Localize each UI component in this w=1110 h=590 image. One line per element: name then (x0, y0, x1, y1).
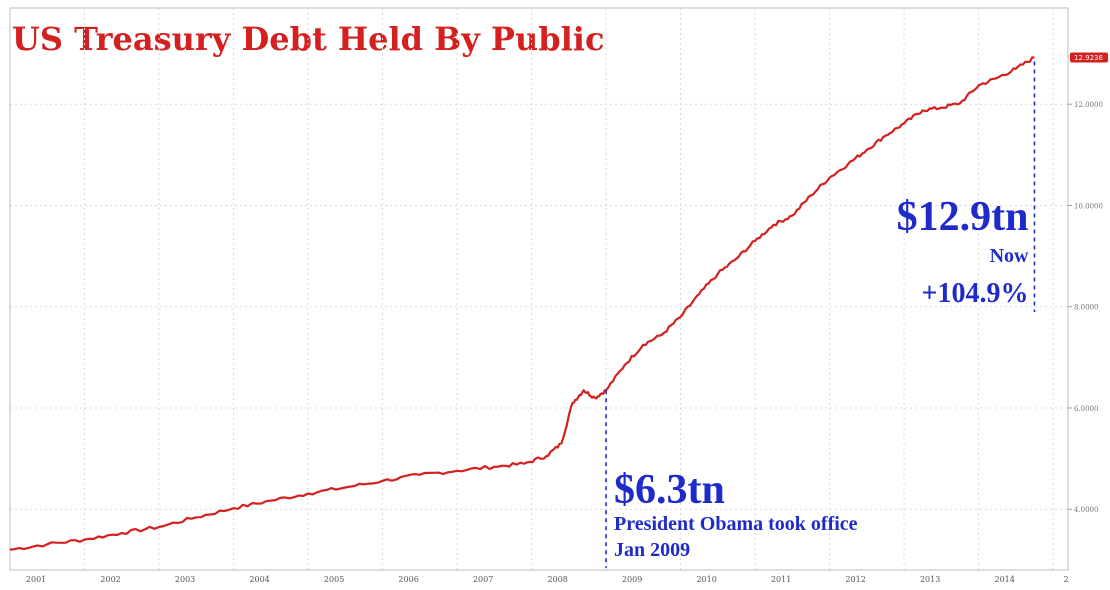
annotation-caption: Jan 2009 (614, 539, 690, 561)
annotation-value: $12.9tn (897, 194, 1029, 240)
x-tick-label: 2012 (845, 575, 865, 584)
x-tick-label: 2001 (26, 575, 46, 584)
grid-layer (10, 8, 1068, 570)
x-tick-label: 2008 (547, 575, 567, 584)
x-tick-label: 2011 (771, 575, 791, 584)
y-tick-label: 6.0000 (1074, 405, 1099, 413)
axis-layer: 2001 2002 2003 2004 2005 2006 2007 2008 2009 2010… (9, 7, 1108, 584)
last-value-tag (1070, 52, 1108, 63)
plot-frame (9, 7, 1069, 571)
x-tick-label: 2004 (249, 575, 269, 584)
y-tick-label: 8.0000 (1074, 304, 1099, 312)
series-layer (9, 56, 1035, 551)
annotation-caption: +104.9% (922, 278, 1029, 309)
x-tick-label: 2006 (398, 575, 418, 584)
x-tick-label: 2002 (100, 575, 120, 584)
y-tick-label: 12.0000 (1074, 101, 1103, 109)
y-tick-label: 4.0000 (1074, 506, 1099, 514)
annotation-value: $6.3tn (614, 467, 725, 513)
series-line-0 (9, 56, 1035, 551)
x-tick-label: 2009 (622, 575, 642, 584)
x-tick-label: 2014 (994, 575, 1014, 584)
y-tick-label: 10.0000 (1074, 202, 1103, 210)
x-tick-label: 2 (1063, 575, 1068, 584)
x-tick-label: 2005 (324, 575, 344, 584)
last-value-label: 12.9236 (1074, 54, 1103, 62)
annotation-caption: President Obama took office (614, 513, 858, 535)
x-tick-label: 2010 (696, 575, 716, 584)
x-tick-label: 2013 (920, 575, 940, 584)
x-tick-label: 2007 (473, 575, 493, 584)
annotation-caption: Now (990, 245, 1029, 267)
x-tick-label: 2003 (175, 575, 195, 584)
